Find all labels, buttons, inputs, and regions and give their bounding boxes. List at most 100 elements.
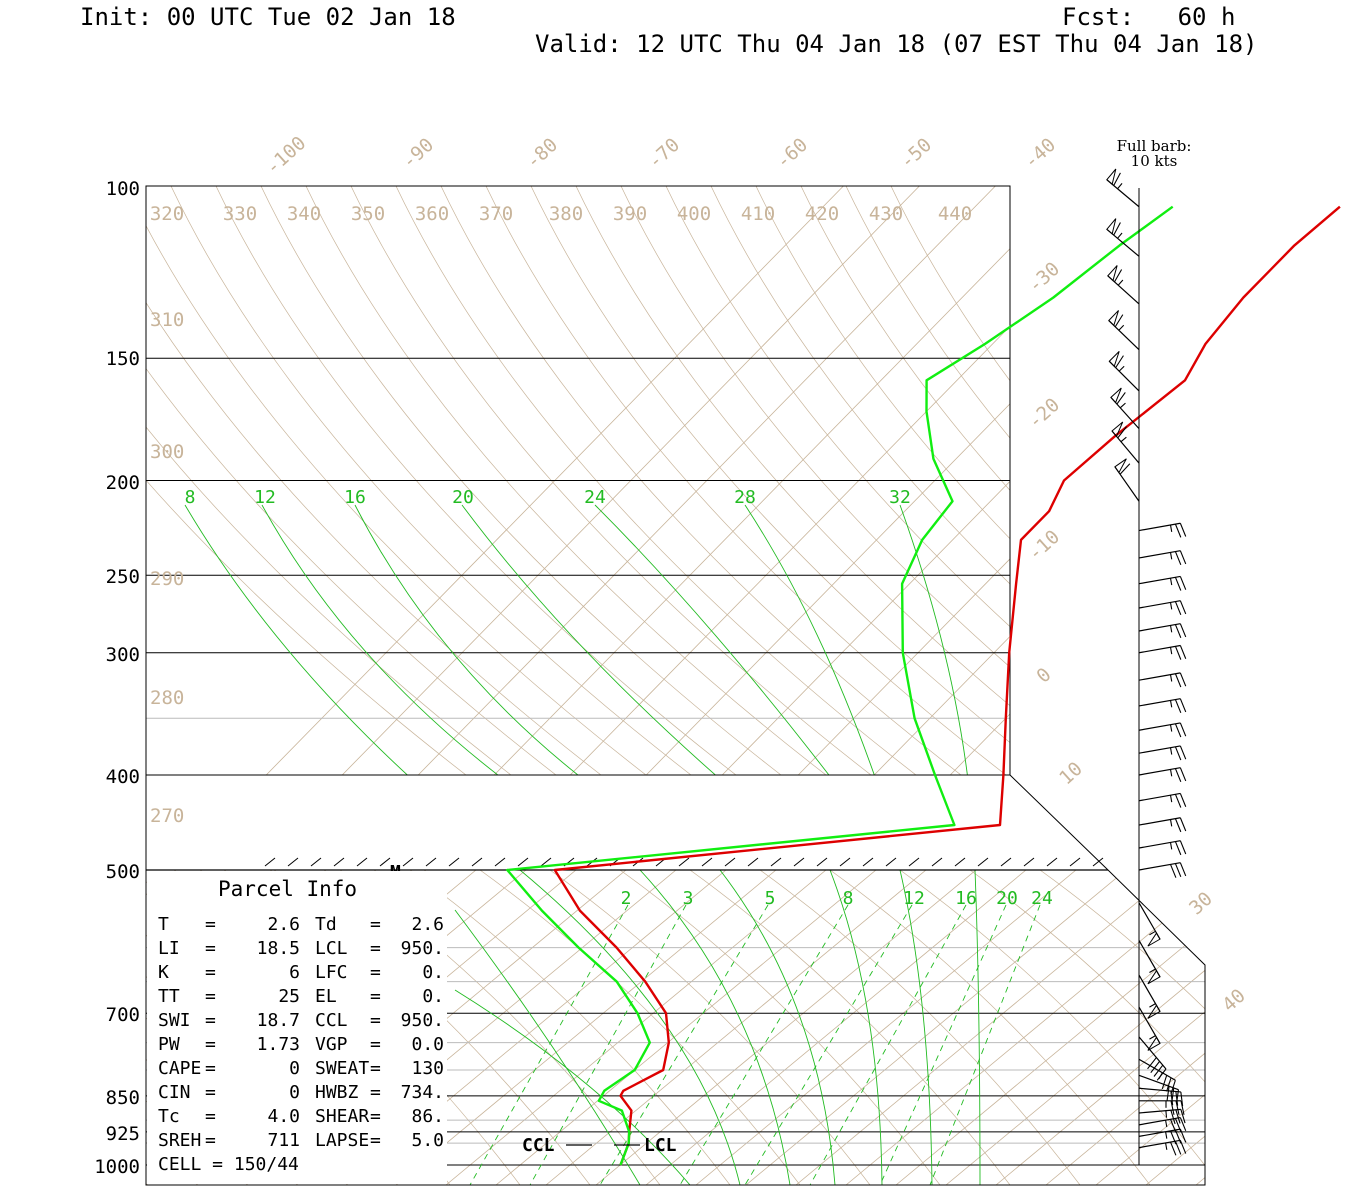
wind-barb-staff — [1138, 792, 1181, 802]
moist-adiabat — [461, 504, 717, 775]
isotherm-line — [745, 870, 1127, 1185]
wind-barb-flag — [1179, 698, 1187, 713]
wind-barb — [1138, 862, 1187, 878]
isotherm-line — [1346, 870, 1350, 1185]
hatch-mark — [540, 857, 552, 867]
wind-barb-staff — [1138, 840, 1181, 849]
parcel-param-value: 25 — [278, 986, 300, 1007]
theta-label: 290 — [150, 568, 184, 590]
mixing-ratio-label: 8 — [843, 888, 854, 909]
dewpoint-profile — [506, 205, 1174, 1166]
mixing-ratio-line — [529, 904, 687, 1185]
parcel-param-value: 2.6 — [411, 914, 444, 935]
wind-barb-flag — [1180, 1100, 1185, 1115]
isotherm-line — [1195, 870, 1205, 1185]
wind-barb-pennant — [1110, 387, 1122, 404]
wind-barb-halfflag — [1165, 1120, 1168, 1128]
mixing-ratio-label: 5 — [765, 888, 776, 909]
isotherm-label: -20 — [1024, 394, 1064, 433]
wind-barb — [1108, 310, 1140, 351]
moist-adiabat — [639, 870, 791, 1185]
theta-label: 280 — [150, 687, 184, 709]
mixing-ratio-label: 12 — [903, 888, 925, 909]
wind-barb — [1106, 168, 1140, 208]
wind-barb-halfflag — [1117, 279, 1124, 286]
isotherm-line — [1296, 870, 1350, 1185]
wind-barb-staff — [1138, 862, 1181, 871]
isotherm-line — [1095, 870, 1205, 1185]
wind-barb-flag — [1179, 576, 1187, 590]
wind-barb — [1138, 698, 1187, 713]
wind-barb-halfflag — [1169, 842, 1173, 850]
wind-barb-flag — [1179, 767, 1187, 782]
parcel-param-value: 6 — [289, 962, 300, 983]
wind-barb-halfflag — [1169, 674, 1173, 682]
parcel-param-value: 130 — [411, 1058, 444, 1079]
mixing-ratio-line — [809, 904, 967, 1185]
parcel-param-label: LFC — [315, 962, 348, 983]
isotherm-line — [545, 870, 927, 1185]
parcel-param-value: 0.0 — [411, 1034, 444, 1055]
isotherm-line — [797, 558, 1010, 775]
isotherm-label: -50 — [896, 134, 936, 173]
parcel-param-label: LAPSE — [315, 1130, 369, 1151]
isotherm-line — [1254, 186, 1350, 775]
pressure-label: 500 — [106, 861, 140, 883]
wind-barb-flag — [1175, 1091, 1179, 1106]
wind-barb — [1108, 351, 1140, 392]
parcel-param-label: SREH — [158, 1130, 201, 1151]
wind-barb — [1138, 940, 1161, 985]
hatch-mark — [931, 857, 943, 867]
wind-barb-staff — [1138, 672, 1181, 681]
hatch-mark — [1092, 857, 1104, 867]
hatch-mark — [701, 857, 713, 867]
wind-barb-flag — [1180, 1109, 1186, 1124]
parcel-info-panel — [147, 871, 447, 1184]
parcel-param-label: Td — [315, 914, 337, 935]
wind-barb-halfflag — [1149, 930, 1156, 936]
wind-barb-halfflag — [1169, 769, 1173, 777]
wind-barb-flag — [1174, 601, 1182, 616]
parcel-param-label: SWEAT — [315, 1058, 369, 1079]
isotherm-line — [1026, 186, 1350, 775]
parcel-param-equals: = — [205, 1130, 216, 1151]
parcel-param-equals: = — [205, 1106, 216, 1127]
wind-barb-halfflag — [1169, 647, 1173, 655]
wind-barb-staff — [1138, 550, 1181, 559]
wind-barb-halfflag — [1169, 625, 1173, 633]
theta-label: 440 — [938, 203, 972, 225]
isotherm-line — [445, 870, 827, 1185]
valid-time: Valid: 12 UTC Thu 04 Jan 18 (07 EST Thu … — [535, 30, 1258, 58]
theta-label: 330 — [223, 203, 257, 225]
hatch-mark — [678, 857, 690, 867]
wind-barb-flag — [1174, 818, 1182, 833]
theta-label: 320 — [150, 203, 184, 225]
wind-barb-halfflag — [1158, 1072, 1163, 1080]
wind-barb — [1138, 550, 1187, 566]
wind-barb-staff — [1138, 1087, 1181, 1093]
theta-e-label: 12 — [254, 487, 276, 508]
isotherm-line — [995, 870, 1205, 1185]
hatch-mark — [770, 857, 782, 867]
wind-barb — [1138, 840, 1187, 856]
dry-adiabat — [689, 870, 1011, 1185]
dry-adiabat — [890, 186, 1010, 382]
wind-barb-staff — [1138, 722, 1181, 731]
wind-barb-pennant — [1106, 218, 1117, 235]
parcel-param-equals: = — [205, 962, 216, 983]
mixing-ratio-label: 20 — [996, 888, 1018, 909]
hatch-mark — [1000, 857, 1012, 867]
wind-barb-halfflag — [1119, 402, 1126, 409]
wind-barb-flag — [1174, 746, 1182, 761]
wind-barb-flag — [1175, 1100, 1180, 1115]
dry-adiabat — [845, 186, 1010, 439]
moist-adiabat — [261, 504, 499, 775]
parcel-param-value: 0. — [422, 986, 444, 1007]
moist-adiabat — [519, 870, 741, 1185]
wind-barb-flag — [1180, 1091, 1184, 1107]
wind-barb — [1138, 1128, 1187, 1145]
wind-barb-staff — [1138, 745, 1181, 754]
moist-adiabat — [594, 504, 830, 775]
wind-barb-flag — [1179, 645, 1187, 659]
wind-barb-pennant — [1147, 1036, 1161, 1051]
